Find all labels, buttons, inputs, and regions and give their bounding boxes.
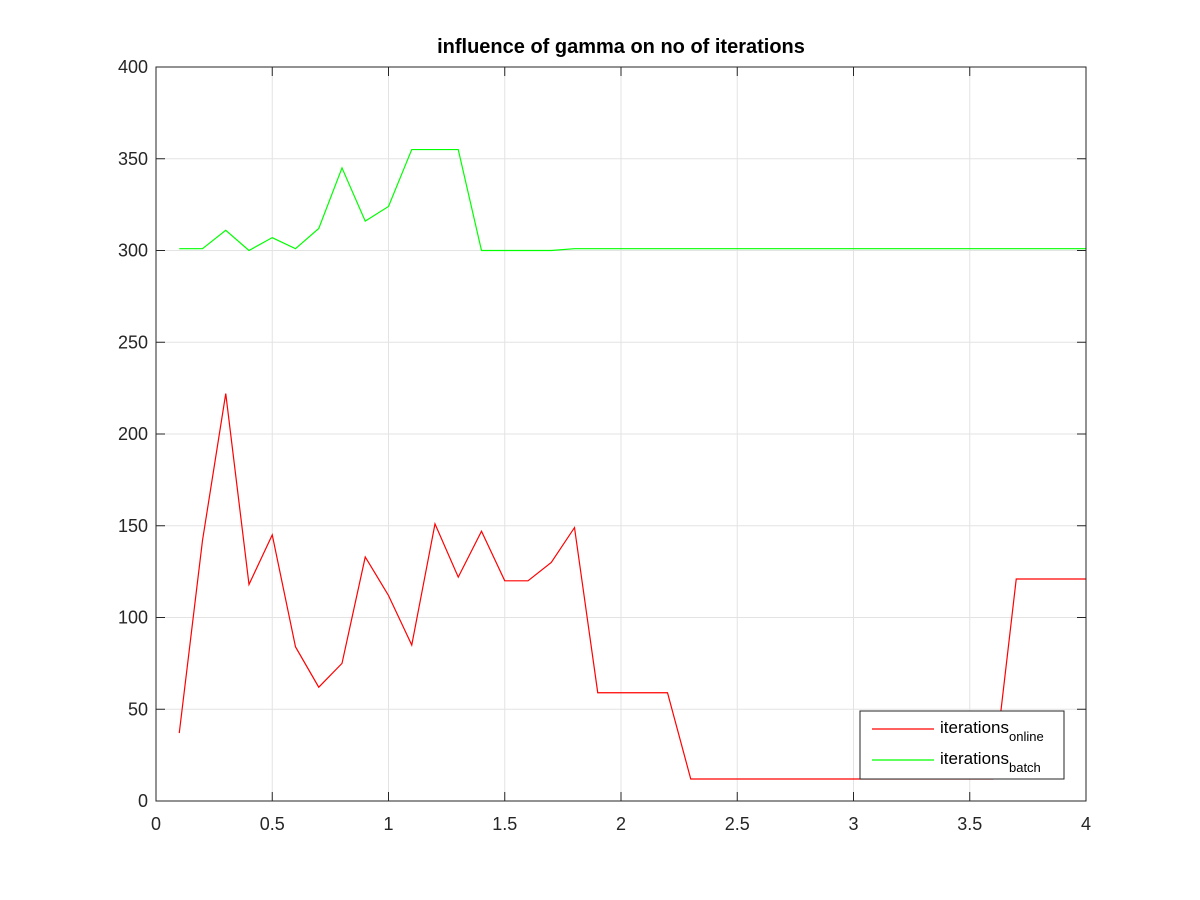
series-line-batch — [179, 148, 1086, 252]
x-tick-label: 4 — [1081, 814, 1091, 834]
legend-label-online-sub: online — [1009, 729, 1044, 744]
x-tick-label: 0 — [151, 814, 161, 834]
x-tick-label: 3.5 — [957, 814, 982, 834]
x-tick-label: 1.5 — [492, 814, 517, 834]
tick-labels: 0 0.5 1 1.5 2 2.5 3 3.5 4 0 50 100 150 200 250 300 350 40… — [118, 57, 1091, 834]
legend-box — [859, 710, 1065, 780]
axes — [155, 66, 1087, 802]
y-tick-label: 300 — [118, 241, 148, 261]
x-tick-label: 3 — [848, 814, 858, 834]
x-tick-label: 2.5 — [725, 814, 750, 834]
chart-title: influence of gamma on no of iterations — [437, 36, 805, 58]
x-tick-label: 2 — [616, 814, 626, 834]
legend-label-batch: iterationsbatch — [940, 749, 1041, 775]
legend-label-online-main: iterations — [940, 718, 1009, 737]
legend: iterationsonline iterationsbatch — [859, 710, 1065, 780]
y-tick-label: 250 — [118, 332, 148, 352]
legend-label-batch-sub: batch — [1009, 760, 1041, 775]
x-tick-label: 1 — [383, 814, 393, 834]
x-tick-label: 0.5 — [260, 814, 285, 834]
y-tick-label: 150 — [118, 516, 148, 536]
y-tick-label: 350 — [118, 149, 148, 169]
plot-area: 0 0.5 1 1.5 2 2.5 3 3.5 4 0 50 100 150 200 250 300 350 40… — [118, 57, 1091, 834]
y-tick-label: 0 — [138, 791, 148, 811]
y-tick-label: 200 — [118, 424, 148, 444]
y-tick-label: 100 — [118, 608, 148, 628]
y-tick-label: 50 — [128, 699, 148, 719]
y-tick-label: 400 — [118, 57, 148, 77]
legend-label-batch-main: iterations — [940, 749, 1009, 768]
grid — [155, 66, 1087, 802]
legend-label-online: iterationsonline — [940, 718, 1044, 744]
